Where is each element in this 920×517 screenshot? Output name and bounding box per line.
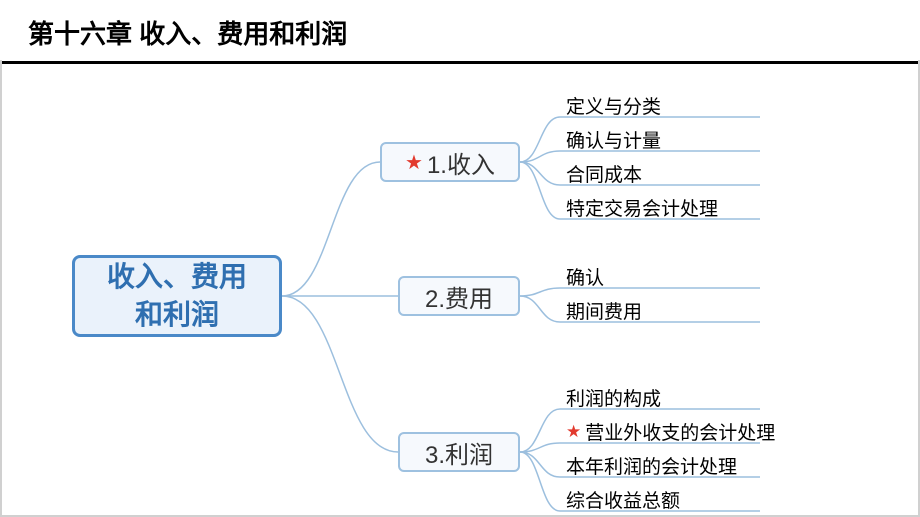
- branch-node-3: 3.利润: [398, 432, 520, 472]
- page-title: 第十六章 收入、费用和利润: [0, 0, 920, 61]
- leaf-node-2-1: 确认: [566, 263, 604, 290]
- branch-node-2: 2.费用: [398, 276, 520, 316]
- leaf-node-1-1: 定义与分类: [566, 92, 661, 119]
- root-node: 收入、费用和利润: [72, 255, 282, 337]
- leaf-label: 确认: [566, 263, 604, 290]
- title-text: 第十六章 收入、费用和利润: [28, 19, 347, 49]
- leaf-node-1-3: 合同成本: [566, 160, 642, 187]
- leaf-label: 期间费用: [566, 297, 642, 324]
- branch-label: 3.利润: [425, 435, 493, 470]
- leaf-label: 综合收益总额: [566, 486, 680, 513]
- mindmap-canvas: 收入、费用和利润★1.收入定义与分类确认与计量合同成本特定交易会计处理2.费用确…: [0, 60, 920, 517]
- leaf-label: 本年利润的会计处理: [566, 452, 737, 479]
- leaf-node-1-2: 确认与计量: [566, 126, 661, 153]
- star-icon: ★: [566, 422, 581, 442]
- leaf-node-3-2: ★营业外收支的会计处理: [566, 418, 775, 445]
- branch-label: 1.收入: [427, 145, 495, 180]
- branch-label: 2.费用: [425, 279, 493, 314]
- leaf-label: 利润的构成: [566, 384, 661, 411]
- leaf-node-2-2: 期间费用: [566, 297, 642, 324]
- leaf-label: 营业外收支的会计处理: [585, 418, 775, 445]
- leaf-node-1-4: 特定交易会计处理: [566, 194, 718, 221]
- leaf-node-3-4: 综合收益总额: [566, 486, 680, 513]
- leaf-label: 特定交易会计处理: [566, 194, 718, 221]
- root-label: 收入、费用和利润: [107, 258, 247, 334]
- leaf-node-3-1: 利润的构成: [566, 384, 661, 411]
- leaf-label: 合同成本: [566, 160, 642, 187]
- leaf-label: 定义与分类: [566, 92, 661, 119]
- leaf-node-3-3: 本年利润的会计处理: [566, 452, 737, 479]
- leaf-label: 确认与计量: [566, 126, 661, 153]
- branch-node-1: ★1.收入: [380, 142, 520, 182]
- star-icon: ★: [405, 150, 423, 175]
